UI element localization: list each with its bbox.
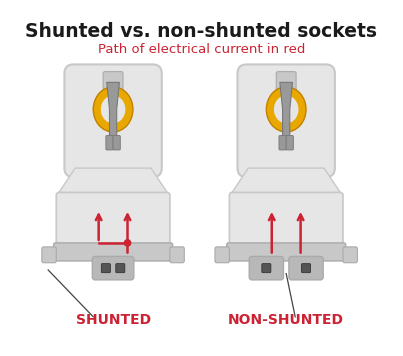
FancyBboxPatch shape bbox=[279, 136, 286, 150]
FancyBboxPatch shape bbox=[102, 264, 110, 273]
FancyBboxPatch shape bbox=[103, 72, 123, 95]
FancyBboxPatch shape bbox=[237, 64, 335, 177]
Ellipse shape bbox=[274, 95, 299, 124]
FancyBboxPatch shape bbox=[215, 247, 229, 263]
Circle shape bbox=[125, 240, 131, 246]
FancyBboxPatch shape bbox=[276, 72, 296, 95]
Text: SHUNTED: SHUNTED bbox=[75, 313, 151, 327]
FancyBboxPatch shape bbox=[262, 264, 271, 273]
Polygon shape bbox=[280, 82, 293, 136]
Polygon shape bbox=[107, 82, 119, 136]
FancyBboxPatch shape bbox=[42, 247, 56, 263]
Ellipse shape bbox=[93, 87, 133, 132]
FancyBboxPatch shape bbox=[106, 136, 113, 150]
Text: Path of electrical current in red: Path of electrical current in red bbox=[98, 43, 305, 56]
FancyBboxPatch shape bbox=[170, 247, 184, 263]
FancyBboxPatch shape bbox=[92, 256, 134, 280]
FancyBboxPatch shape bbox=[64, 64, 162, 177]
Polygon shape bbox=[57, 168, 169, 195]
Polygon shape bbox=[230, 168, 342, 195]
FancyBboxPatch shape bbox=[343, 247, 357, 263]
FancyBboxPatch shape bbox=[54, 243, 172, 261]
FancyBboxPatch shape bbox=[116, 264, 125, 273]
FancyBboxPatch shape bbox=[226, 243, 346, 261]
Ellipse shape bbox=[101, 95, 125, 124]
FancyBboxPatch shape bbox=[289, 256, 323, 280]
FancyBboxPatch shape bbox=[301, 264, 311, 273]
FancyBboxPatch shape bbox=[56, 193, 170, 247]
Text: NON-SHUNTED: NON-SHUNTED bbox=[228, 313, 344, 327]
FancyBboxPatch shape bbox=[249, 256, 283, 280]
FancyBboxPatch shape bbox=[286, 136, 293, 150]
FancyBboxPatch shape bbox=[113, 136, 120, 150]
Text: Shunted vs. non-shunted sockets: Shunted vs. non-shunted sockets bbox=[25, 22, 378, 41]
FancyBboxPatch shape bbox=[229, 193, 343, 247]
Ellipse shape bbox=[266, 87, 306, 132]
